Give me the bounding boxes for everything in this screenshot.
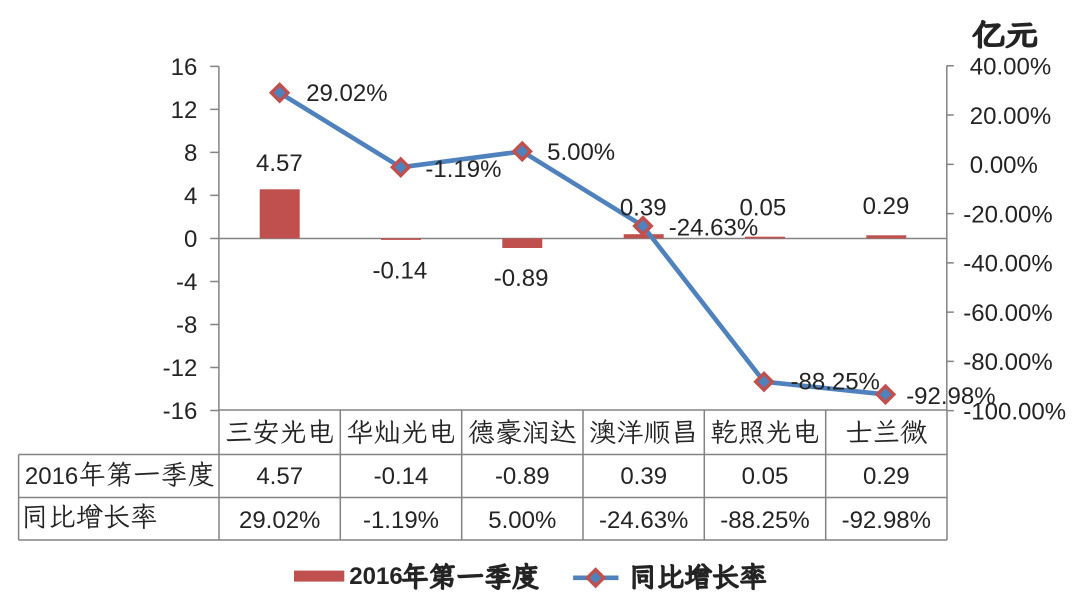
svg-text:-1.19%: -1.19% bbox=[363, 507, 439, 534]
svg-text:4.57: 4.57 bbox=[256, 463, 303, 490]
svg-text:29.02%: 29.02% bbox=[239, 507, 320, 534]
svg-text:-88.25%: -88.25% bbox=[720, 507, 809, 534]
svg-text:-40.00%: -40.00% bbox=[963, 251, 1052, 278]
svg-text:0.29: 0.29 bbox=[863, 463, 910, 490]
svg-text:16: 16 bbox=[171, 54, 198, 81]
svg-text:0.00%: 0.00% bbox=[970, 152, 1038, 179]
svg-text:-0.14: -0.14 bbox=[374, 463, 429, 490]
svg-text:4: 4 bbox=[184, 183, 197, 210]
svg-text:0.05: 0.05 bbox=[740, 195, 787, 222]
svg-text:-80.00%: -80.00% bbox=[963, 349, 1052, 376]
svg-text:-92.98%: -92.98% bbox=[906, 383, 995, 410]
svg-text:20.00%: 20.00% bbox=[970, 103, 1051, 130]
svg-text:-88.25%: -88.25% bbox=[791, 368, 880, 395]
svg-text:0.39: 0.39 bbox=[620, 463, 667, 490]
svg-text:8: 8 bbox=[184, 140, 197, 167]
svg-text:-24.63%: -24.63% bbox=[599, 507, 688, 534]
svg-text:4.57: 4.57 bbox=[256, 150, 303, 177]
svg-text:0.39: 0.39 bbox=[620, 195, 667, 222]
svg-text:5.00%: 5.00% bbox=[488, 507, 556, 534]
svg-text:40.00%: 40.00% bbox=[970, 54, 1051, 81]
svg-text:-4: -4 bbox=[176, 269, 197, 296]
svg-text:2016: 2016 bbox=[349, 563, 402, 590]
svg-text:-16: -16 bbox=[163, 398, 198, 425]
svg-text:-0.89: -0.89 bbox=[495, 463, 550, 490]
svg-text:-8: -8 bbox=[176, 312, 197, 339]
svg-text:-100.00%: -100.00% bbox=[963, 398, 1066, 425]
svg-text:0: 0 bbox=[184, 226, 197, 253]
svg-text:0.05: 0.05 bbox=[742, 463, 789, 490]
svg-text:2016: 2016 bbox=[25, 463, 78, 490]
svg-text:-1.19%: -1.19% bbox=[425, 156, 501, 183]
svg-text:-0.89: -0.89 bbox=[494, 265, 549, 292]
svg-text:-92.98%: -92.98% bbox=[842, 507, 931, 534]
svg-text:-20.00%: -20.00% bbox=[963, 201, 1052, 228]
svg-text:12: 12 bbox=[171, 97, 198, 124]
svg-text:-12: -12 bbox=[163, 355, 198, 382]
svg-text:-60.00%: -60.00% bbox=[963, 300, 1052, 327]
svg-text:-0.14: -0.14 bbox=[373, 257, 428, 284]
svg-text:0.29: 0.29 bbox=[863, 193, 910, 220]
svg-text:29.02%: 29.02% bbox=[306, 80, 387, 107]
svg-text:5.00%: 5.00% bbox=[547, 139, 615, 166]
svg-text:-24.63%: -24.63% bbox=[669, 215, 758, 242]
